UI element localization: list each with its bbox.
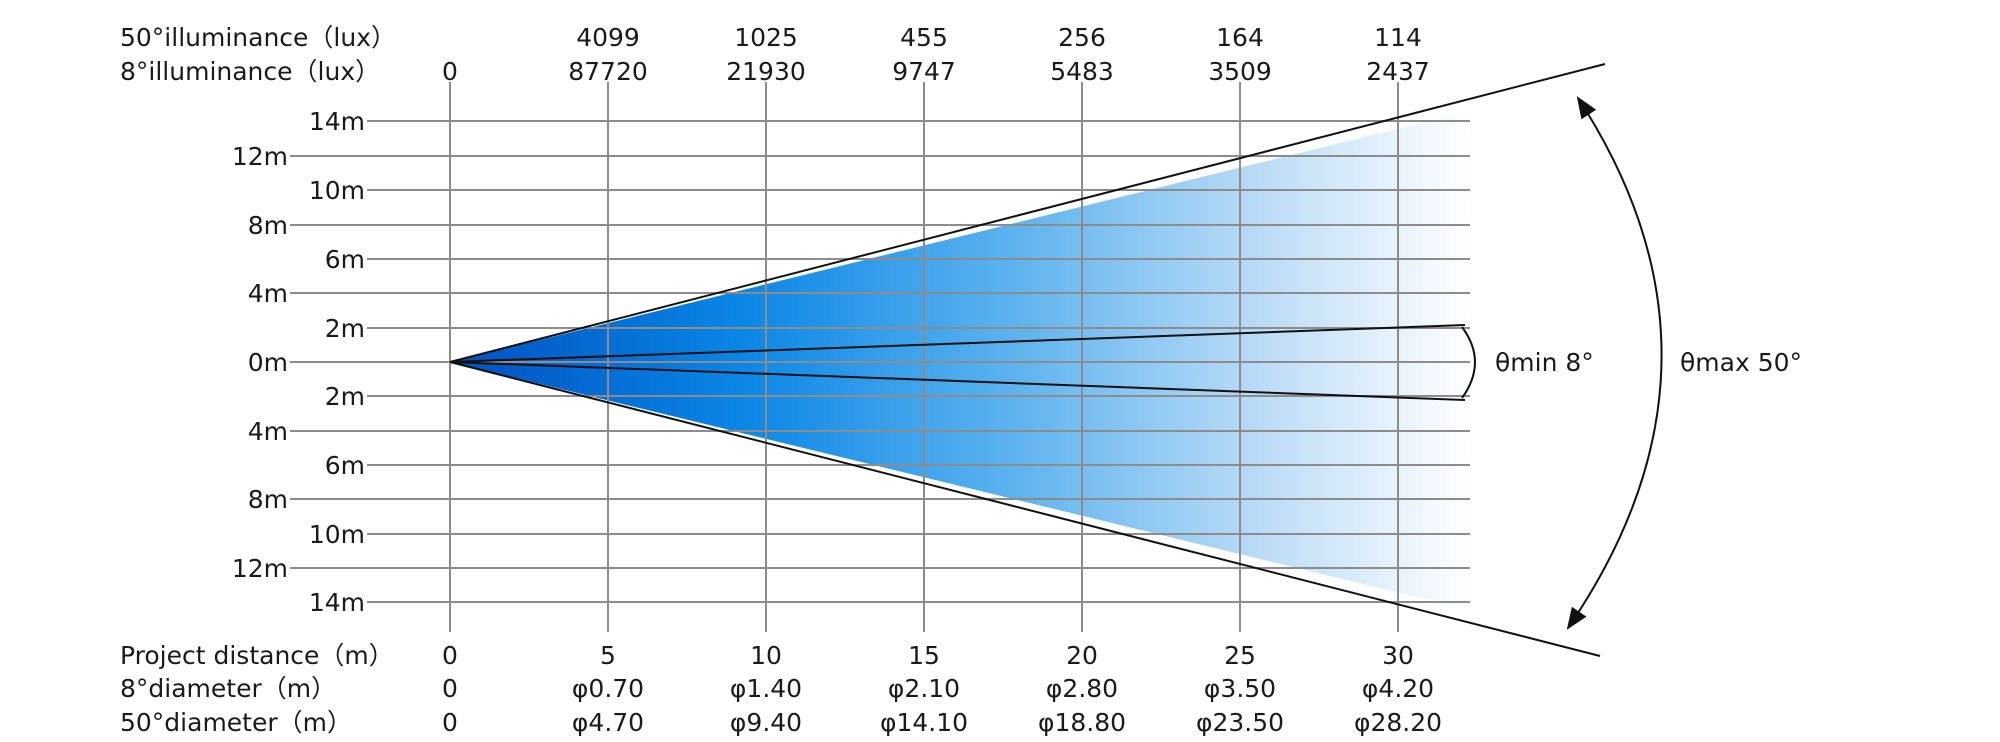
diameter-50-value: φ9.40 — [730, 708, 802, 737]
y-axis-label: 12m — [232, 142, 288, 171]
illuminance-50-row-label: 50°illuminance（lux） — [120, 23, 396, 52]
y-axis-label: 4m — [248, 417, 288, 446]
beam-50-fill — [450, 111, 1470, 610]
illuminance-50-value: 455 — [900, 23, 948, 52]
illuminance-50-value: 256 — [1058, 23, 1106, 52]
y-axis-label: 0m — [248, 348, 288, 377]
distance-value: 20 — [1066, 641, 1098, 670]
illuminance-50-value: 4099 — [576, 23, 640, 52]
diameter-8-value: φ3.50 — [1204, 674, 1276, 703]
diameter-50-value: φ14.10 — [880, 708, 968, 737]
y-axis-label: 14m — [309, 588, 365, 617]
y-axis-label: 6m — [325, 451, 365, 480]
diameter-50-values: 0 φ4.70 φ9.40 φ14.10 φ18.80 φ23.50 φ28.2… — [442, 708, 1442, 737]
illuminance-8-row-label: 8°illuminance（lux） — [120, 57, 380, 86]
illuminance-8-value: 87720 — [568, 57, 648, 86]
illuminance-50-value: 1025 — [734, 23, 798, 52]
distance-value: 5 — [600, 641, 616, 670]
horizontal-grid — [290, 120, 1470, 603]
beam-8-upper-edge — [449, 324, 1466, 363]
y-axis-inner-labels: 14m 10m 6m 2m 2m 6m 10m 14m — [309, 107, 365, 617]
illuminance-50-values: 4099 1025 455 256 164 114 — [576, 23, 1422, 52]
diameter-50-value: φ18.80 — [1038, 708, 1126, 737]
distance-value: 10 — [750, 641, 782, 670]
distance-values: 0 5 10 15 20 25 30 — [442, 641, 1414, 670]
y-axis-label: 2m — [325, 314, 365, 343]
y-axis-label: 8m — [248, 485, 288, 514]
illuminance-8-value: 2437 — [1366, 57, 1430, 86]
diameter-50-value: φ4.70 — [572, 708, 644, 737]
distance-row-label: Project distance（m） — [120, 641, 394, 670]
distance-value: 25 — [1224, 641, 1256, 670]
beam-8-lower-edge — [449, 361, 1466, 401]
diameter-8-value: φ1.40 — [730, 674, 802, 703]
diameter-8-value: φ0.70 — [572, 674, 644, 703]
illuminance-8-value: 3509 — [1208, 57, 1272, 86]
illuminance-8-value: 9747 — [892, 57, 956, 86]
y-axis-outer-labels: 12m 8m 4m 0m 4m 8m 12m — [232, 142, 288, 583]
diameter-8-value: φ2.10 — [888, 674, 960, 703]
angle-min-label: θmin 8° — [1495, 348, 1594, 377]
illuminance-8-value: 0 — [442, 57, 458, 86]
diameter-8-value: φ2.80 — [1046, 674, 1118, 703]
y-axis-label: 4m — [248, 279, 288, 308]
beam-50-upper-edge — [449, 63, 1606, 363]
illuminance-50-value: 114 — [1374, 23, 1422, 52]
illuminance-8-values: 0 87720 21930 9747 5483 3509 2437 — [442, 57, 1430, 86]
diameter-50-row-label: 50°diameter（m） — [120, 708, 352, 737]
angle-50-arc — [1566, 96, 1663, 630]
diameter-8-values: 0 φ0.70 φ1.40 φ2.10 φ2.80 φ3.50 φ4.20 — [442, 674, 1434, 703]
illuminance-50-value: 164 — [1216, 23, 1264, 52]
distance-value: 0 — [442, 641, 458, 670]
y-axis-label: 10m — [309, 520, 365, 549]
illuminance-8-value: 5483 — [1050, 57, 1114, 86]
angle-8-arc — [1461, 326, 1476, 399]
y-axis-label: 10m — [309, 176, 365, 205]
diameter-50-value: φ23.50 — [1196, 708, 1284, 737]
diameter-50-value: 0 — [442, 708, 458, 737]
y-axis-label: 12m — [232, 554, 288, 583]
diameter-8-value: 0 — [442, 674, 458, 703]
distance-value: 30 — [1382, 641, 1414, 670]
illuminance-8-value: 21930 — [726, 57, 806, 86]
y-axis-label: 14m — [309, 107, 365, 136]
y-axis-label: 6m — [325, 245, 365, 274]
y-axis-label: 2m — [325, 382, 365, 411]
distance-value: 15 — [908, 641, 940, 670]
diameter-50-value: φ28.20 — [1354, 708, 1442, 737]
diameter-8-value: φ4.20 — [1362, 674, 1434, 703]
diameter-8-row-label: 8°diameter（m） — [120, 674, 336, 703]
y-axis-label: 8m — [248, 211, 288, 240]
beam-50-lower-edge — [449, 361, 1601, 657]
angle-max-label: θmax 50° — [1680, 348, 1802, 377]
